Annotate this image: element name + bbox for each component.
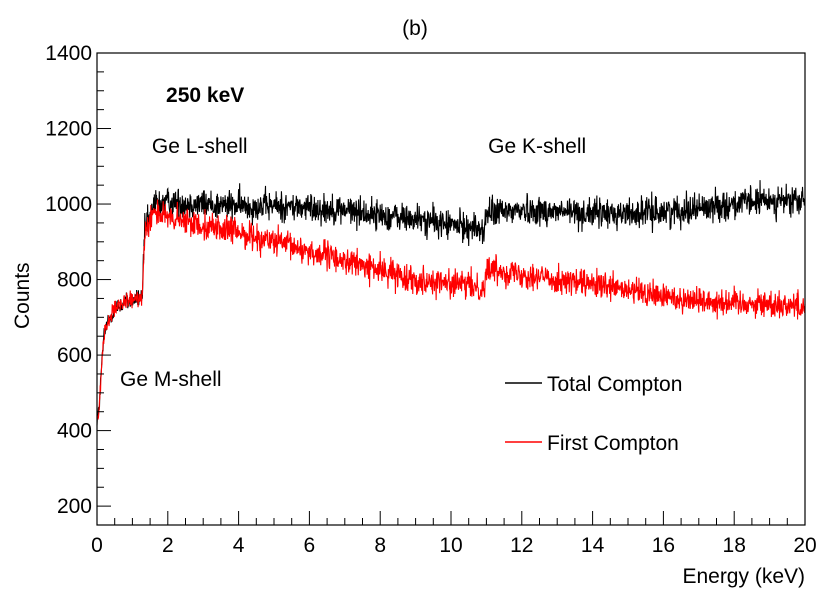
x-tick-label: 20	[793, 534, 816, 557]
x-tick-label: 0	[91, 534, 103, 557]
y-tick-label: 1000	[45, 193, 92, 216]
plot-curves	[96, 180, 806, 426]
y-tick-label: 400	[57, 420, 92, 443]
ge-k-shell-label: Ge K-shell	[488, 135, 586, 158]
y-tick-label: 200	[57, 495, 92, 518]
y-axis-ticks: 200 400 600 800 1000 1200 1400	[45, 42, 111, 526]
chart-title: (b)	[402, 17, 428, 40]
x-tick-label: 2	[162, 534, 174, 557]
first-compton-line	[96, 199, 806, 420]
annotations: 250 keV Ge L-shell Ge K-shell Ge M-shell	[120, 84, 586, 391]
energy-label: 250 keV	[166, 84, 244, 107]
x-tick-label: 10	[439, 534, 462, 557]
x-axis-ticks: 0 2 4 6 8 10 12 14 16 18 20	[91, 511, 817, 557]
legend: Total Compton First Compton	[505, 373, 682, 455]
legend-label-total: Total Compton	[547, 373, 682, 396]
y-tick-label: 600	[57, 344, 92, 367]
x-tick-label: 8	[374, 534, 386, 557]
ge-l-shell-label: Ge L-shell	[152, 135, 248, 158]
x-tick-label: 18	[723, 534, 746, 557]
total-compton-line	[96, 180, 806, 426]
x-tick-label: 6	[304, 534, 316, 557]
x-tick-label: 4	[233, 534, 245, 557]
y-axis-title: Counts	[11, 262, 34, 329]
legend-label-first: First Compton	[547, 432, 679, 455]
ge-m-shell-label: Ge M-shell	[120, 368, 222, 391]
x-axis-title: Energy (keV)	[682, 565, 805, 588]
y-tick-label: 1400	[45, 42, 92, 65]
x-tick-label: 16	[652, 534, 675, 557]
y-tick-label: 800	[57, 269, 92, 292]
y-tick-label: 1200	[45, 118, 92, 141]
x-tick-label: 12	[510, 534, 533, 557]
x-tick-label: 14	[581, 534, 605, 557]
